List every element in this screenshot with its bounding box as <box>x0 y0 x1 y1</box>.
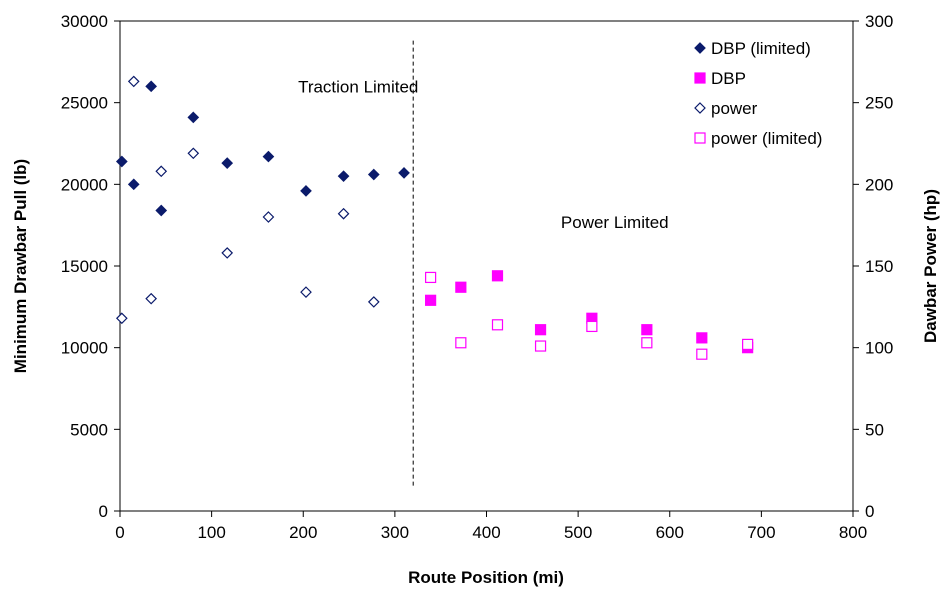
legend-label-power-limited: power (limited) <box>711 129 822 148</box>
x-tick-label: 800 <box>839 523 867 542</box>
legend-label-dbp-limited: DBP (limited) <box>711 39 811 58</box>
point-dbp-limited <box>398 167 410 179</box>
x-tick-label: 100 <box>197 523 225 542</box>
point-dbp <box>455 281 467 293</box>
point-power-limited <box>586 320 598 333</box>
data-points <box>115 75 754 360</box>
y2-tick-label: 50 <box>865 420 884 439</box>
point-dbp-limited <box>145 80 158 93</box>
y2-tick-label: 200 <box>865 175 893 194</box>
point-power <box>127 75 140 88</box>
point-power-limited <box>742 338 754 350</box>
y-tick-label: 20000 <box>61 175 108 194</box>
y-tick-label: 10000 <box>61 339 108 358</box>
point-dbp-limited <box>262 150 275 163</box>
point-dbp-limited <box>187 111 200 124</box>
legend-marker-power <box>694 102 706 114</box>
point-power-limited <box>425 271 437 284</box>
point-dbp-limited <box>155 204 168 217</box>
point-power <box>155 165 168 178</box>
x-tick-label: 200 <box>289 523 317 542</box>
y-tick-label: 5000 <box>70 420 108 439</box>
point-dbp-limited <box>300 185 312 197</box>
point-power <box>337 207 350 220</box>
point-power <box>221 247 234 259</box>
point-dbp-limited <box>367 168 380 181</box>
y-tick-label: 25000 <box>61 94 108 113</box>
point-dbp <box>696 332 708 344</box>
x-tick-label: 400 <box>472 523 500 542</box>
legend-marker-dbp <box>694 72 706 84</box>
x-tick-label: 500 <box>564 523 592 542</box>
point-power-limited <box>491 319 504 331</box>
legend-label-power: power <box>711 99 758 118</box>
x-axis-title: Route Position (mi) <box>408 568 564 587</box>
point-power <box>300 286 312 298</box>
y-tick-label: 30000 <box>61 12 108 31</box>
plot-area <box>119 20 854 512</box>
y2-axis-title: Dawbar Power (hp) <box>921 189 940 343</box>
legend-label-dbp: DBP <box>711 69 746 88</box>
x-tick-label: 300 <box>381 523 409 542</box>
y2-tick-label: 250 <box>865 94 893 113</box>
point-dbp-limited <box>115 155 128 168</box>
axis-ticks <box>114 20 859 517</box>
point-dbp <box>641 324 653 336</box>
point-power <box>262 211 275 223</box>
y2-tick-label: 100 <box>865 339 893 358</box>
annotation-power-limited: Power Limited <box>561 213 669 232</box>
point-dbp-limited <box>337 170 350 183</box>
point-dbp-limited <box>127 178 140 191</box>
point-dbp <box>491 270 504 282</box>
point-dbp-limited <box>221 157 234 169</box>
legend: DBP (limited) DBP power power (limited) <box>694 39 822 148</box>
point-power-limited <box>696 348 708 360</box>
legend-marker-power-limited <box>694 132 706 144</box>
point-power-limited <box>534 340 547 352</box>
x-tick-label: 0 <box>115 523 124 542</box>
y-tick-label: 15000 <box>61 257 108 276</box>
annotation-traction-limited: Traction Limited <box>298 77 418 96</box>
point-power-limited <box>641 337 653 349</box>
y2-tick-label: 300 <box>865 12 893 31</box>
point-dbp <box>534 324 547 336</box>
point-power-limited <box>455 337 467 349</box>
y-axis-title: Minimum Drawbar Pull (lb) <box>11 159 30 373</box>
x-tick-label: 600 <box>656 523 684 542</box>
y2-tick-label: 0 <box>865 502 874 521</box>
point-power <box>115 312 128 325</box>
point-power <box>367 296 380 308</box>
point-power <box>187 147 200 160</box>
point-power <box>145 292 158 305</box>
tick-labels: 0 100 200 300 400 500 600 700 800050001000015000… <box>61 12 894 542</box>
point-dbp <box>425 294 437 306</box>
y2-tick-label: 150 <box>865 257 893 276</box>
legend-marker-dbp-limited <box>694 42 706 54</box>
y-tick-label: 0 <box>99 502 108 521</box>
x-tick-label: 700 <box>747 523 775 542</box>
